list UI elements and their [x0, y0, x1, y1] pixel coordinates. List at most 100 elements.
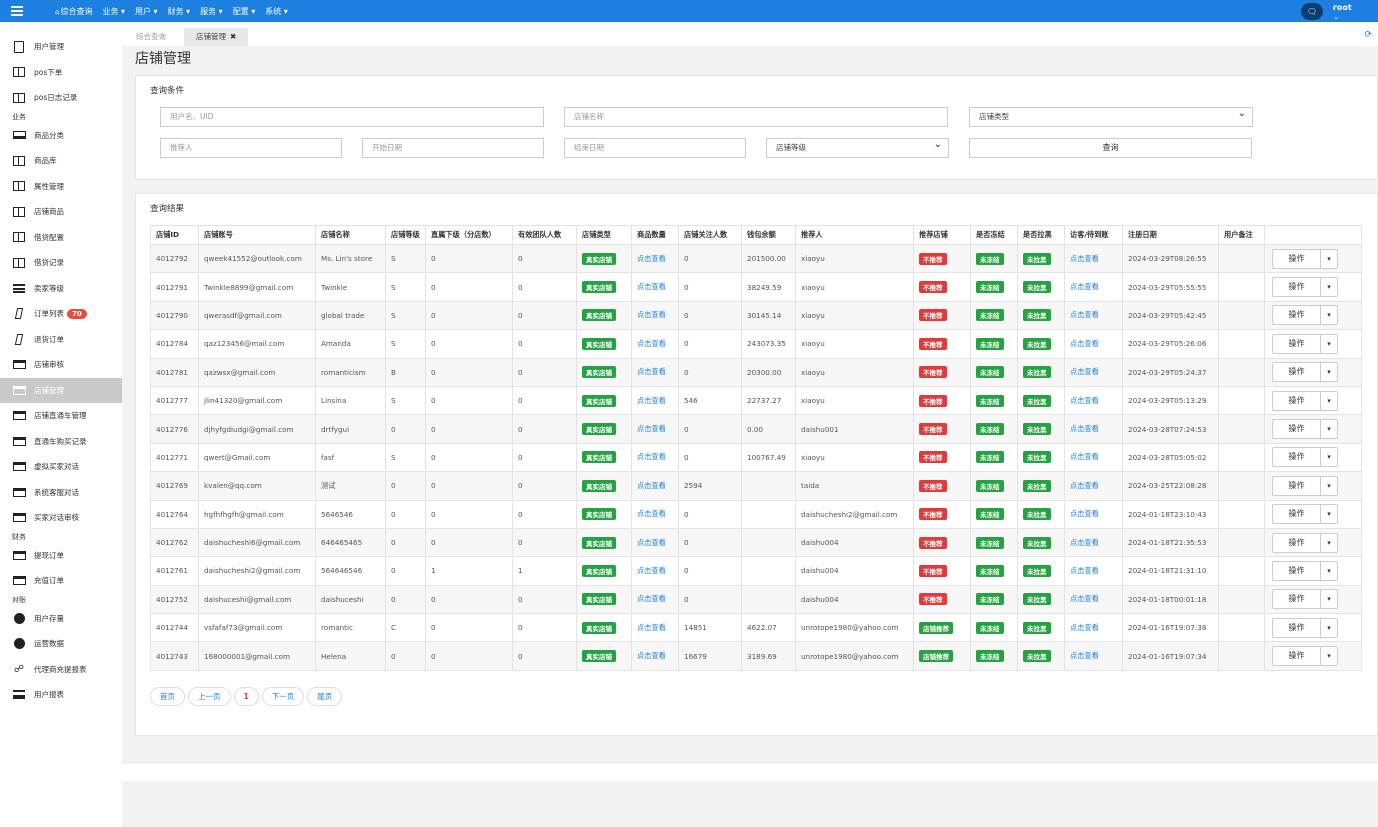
sidebar-item[interactable]: 运营数据 [0, 631, 122, 657]
view-link[interactable]: 点击查看 [1070, 537, 1099, 547]
sidebar-item[interactable]: 店铺审核 [0, 352, 122, 378]
sidebar-item[interactable]: 属性管理 [0, 174, 122, 200]
view-link[interactable]: 点击查看 [1070, 367, 1099, 377]
action-button-group[interactable]: 操作 ▾ [1272, 248, 1338, 269]
action-button-group[interactable]: 操作 ▾ [1272, 305, 1338, 326]
view-link[interactable]: 点击查看 [637, 253, 666, 263]
shop-level-select[interactable]: 店铺等级 [766, 136, 949, 158]
caret-down-icon[interactable]: ▾ [1327, 538, 1331, 547]
view-link[interactable]: 点击查看 [637, 480, 666, 490]
sidebar-item[interactable]: pos日志记录 [0, 85, 122, 111]
action-button-group[interactable]: 操作 ▾ [1272, 560, 1338, 581]
recommend-badge[interactable]: 不推荐 [919, 536, 947, 549]
shop-name-input[interactable]: 店铺名称 [564, 107, 948, 127]
view-link[interactable]: 点击查看 [637, 509, 666, 519]
recommend-badge[interactable]: 不推荐 [919, 564, 947, 577]
action-button[interactable]: 操作 [1273, 533, 1321, 552]
sidebar-item[interactable]: 店铺直通车管理 [0, 403, 122, 429]
sidebar-item[interactable]: 借贷记录 [0, 250, 122, 276]
caret-down-icon[interactable]: ▾ [1327, 283, 1331, 292]
view-link[interactable]: 点击查看 [637, 594, 666, 604]
action-button[interactable]: 操作 [1273, 561, 1321, 580]
view-link[interactable]: 点击查看 [637, 452, 666, 462]
sidebar-item[interactable]: 充值订单 [0, 568, 122, 594]
action-button[interactable]: 操作 [1273, 306, 1321, 325]
refresh-icon[interactable]: ⟳ [1364, 30, 1372, 40]
sidebar-item[interactable]: 订单列表 70 [0, 301, 122, 327]
view-link[interactable]: 点击查看 [637, 310, 666, 320]
action-button-group[interactable]: 操作 ▾ [1272, 504, 1338, 525]
user-menu[interactable]: root ⌄ [1332, 2, 1352, 21]
top-nav-item[interactable]: 财务 ▾ [167, 6, 191, 16]
view-link[interactable]: 点击查看 [1070, 594, 1099, 604]
view-link[interactable]: 点击查看 [1070, 622, 1099, 632]
action-button-group[interactable]: 操作 ▾ [1272, 646, 1338, 667]
view-link[interactable]: 点击查看 [1070, 452, 1099, 462]
caret-down-icon[interactable]: ▾ [1327, 453, 1331, 462]
action-button[interactable]: 操作 [1273, 363, 1321, 382]
sidebar-item[interactable]: 商品分类 [0, 123, 122, 149]
menu-toggle-icon[interactable] [0, 0, 34, 22]
referrer-input[interactable]: 推荐人 [160, 138, 342, 158]
view-link[interactable]: 点击查看 [637, 622, 666, 632]
current-page-button[interactable]: 1 [233, 687, 259, 706]
view-link[interactable]: 点击查看 [1070, 424, 1099, 434]
top-nav-item[interactable]: 服务 ▾ [200, 6, 223, 16]
view-link[interactable]: 点击查看 [637, 424, 666, 434]
close-icon[interactable]: ✖ [230, 32, 237, 41]
view-link[interactable]: 点击查看 [637, 651, 666, 661]
recommend-badge[interactable]: 不推荐 [919, 423, 947, 436]
sidebar-item[interactable]: 店铺商品 [0, 199, 122, 225]
sidebar-item[interactable]: 买家对话审核 [0, 505, 122, 531]
caret-down-icon[interactable]: ▾ [1327, 652, 1331, 661]
recommend-badge[interactable]: 店铺推荐 [919, 621, 953, 634]
sidebar-item[interactable]: 用户管理 [0, 34, 122, 60]
first-page-button[interactable]: 首页 [150, 687, 185, 706]
sidebar-item[interactable]: pos下单 [0, 60, 122, 86]
action-button-group[interactable]: 操作 ▾ [1272, 447, 1338, 468]
sidebar-item[interactable]: 借贷配置 [0, 225, 122, 251]
recommend-badge[interactable]: 不推荐 [919, 593, 947, 606]
action-button[interactable]: 操作 [1273, 278, 1321, 297]
caret-down-icon[interactable]: ▾ [1327, 510, 1331, 519]
view-link[interactable]: 点击查看 [637, 282, 666, 292]
caret-down-icon[interactable]: ▾ [1327, 481, 1331, 490]
action-button-group[interactable]: 操作 ▾ [1272, 362, 1338, 383]
last-page-button[interactable]: 尾页 [307, 687, 343, 706]
sidebar-item[interactable]: 直通车购买记录 [0, 429, 122, 455]
view-link[interactable]: 点击查看 [637, 565, 666, 575]
shop-type-select[interactable]: 店铺类型 [969, 105, 1253, 127]
sidebar-item[interactable]: ☍ 代理商充提报表 [0, 657, 122, 683]
tab-shop-management[interactable]: 店铺管理 ✖ [184, 28, 249, 46]
sidebar-item[interactable]: 用户报表 [0, 682, 122, 708]
action-button-group[interactable]: 操作 ▾ [1272, 475, 1338, 496]
sidebar-item[interactable]: 店铺管理 [0, 377, 122, 403]
action-button[interactable]: 操作 [1273, 448, 1321, 467]
view-link[interactable]: 点击查看 [1070, 565, 1099, 575]
sidebar-item[interactable]: 系统客服对话 [0, 480, 122, 506]
caret-down-icon[interactable]: ▾ [1327, 566, 1331, 575]
caret-down-icon[interactable]: ▾ [1327, 368, 1331, 377]
recommend-badge[interactable]: 不推荐 [919, 309, 947, 322]
recommend-badge[interactable]: 不推荐 [919, 508, 947, 521]
action-button-group[interactable]: 操作 ▾ [1272, 532, 1338, 553]
next-page-button[interactable]: 下一页 [261, 687, 305, 706]
user-search-input[interactable]: 用户名、UID [160, 107, 544, 127]
caret-down-icon[interactable]: ▾ [1327, 623, 1331, 632]
recommend-badge[interactable]: 不推荐 [919, 281, 947, 294]
recommend-badge[interactable]: 不推荐 [919, 337, 947, 350]
sidebar-item[interactable]: 卖家等级 [0, 276, 122, 302]
view-link[interactable]: 点击查看 [1070, 651, 1099, 661]
view-link[interactable]: 点击查看 [1070, 338, 1099, 348]
recommend-badge[interactable]: 不推荐 [919, 366, 947, 379]
caret-down-icon[interactable]: ▾ [1327, 254, 1331, 263]
top-nav-item[interactable]: 系统 ▾ [265, 6, 288, 16]
sidebar-item[interactable]: 虚拟买家对话 [0, 454, 122, 480]
recommend-badge[interactable]: 店铺推荐 [919, 650, 953, 663]
caret-down-icon[interactable]: ▾ [1327, 339, 1331, 348]
view-link[interactable]: 点击查看 [637, 367, 666, 377]
view-link[interactable]: 点击查看 [637, 537, 666, 547]
caret-down-icon[interactable]: ▾ [1327, 311, 1331, 320]
recommend-badge[interactable]: 不推荐 [919, 252, 947, 265]
sidebar-item[interactable]: 提现订单 [0, 543, 122, 569]
